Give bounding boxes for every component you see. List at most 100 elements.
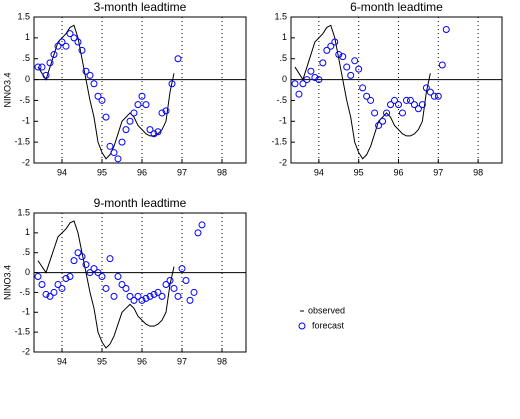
forecast-point <box>402 96 410 104</box>
y-tick-label: -1.5 <box>14 327 30 337</box>
forecast-point <box>331 38 339 46</box>
forecast-point <box>130 109 138 117</box>
forecast-point <box>118 280 126 288</box>
forecast-point <box>170 284 178 292</box>
forecast-point <box>166 277 174 285</box>
forecast-point <box>327 42 335 50</box>
forecast-point <box>70 257 78 265</box>
x-tick-label: 96 <box>393 167 403 177</box>
forecast-point <box>130 296 138 304</box>
forecast-point <box>82 261 90 269</box>
forecast-point <box>158 292 166 300</box>
plot-frame <box>33 16 247 164</box>
forecast-point <box>46 59 54 67</box>
forecast-point <box>438 61 446 69</box>
forecast-point <box>118 138 126 146</box>
forecast-point <box>138 296 146 304</box>
forecast-point <box>150 130 158 138</box>
forecast-point <box>90 80 98 88</box>
forecast-point <box>110 149 118 157</box>
forecast-point <box>307 67 315 75</box>
forecast-point <box>46 292 54 300</box>
forecast-point <box>315 76 323 84</box>
forecast-point <box>106 255 114 263</box>
forecast-point <box>410 101 418 109</box>
forecast-point <box>114 155 122 163</box>
forecast-point <box>34 63 42 71</box>
forecast-point <box>198 221 206 229</box>
forecast-point <box>54 280 62 288</box>
forecast-point <box>186 296 194 304</box>
observed-line <box>37 220 175 349</box>
forecast-point <box>426 88 434 96</box>
forecast-point <box>146 292 154 300</box>
observed-line <box>294 24 431 160</box>
forecast-point <box>126 292 134 300</box>
y-tick-label: 1.5 <box>274 11 287 21</box>
forecast-point <box>94 92 102 100</box>
forecast-point <box>42 290 50 298</box>
forecast-point <box>134 101 142 109</box>
forecast-point <box>34 273 42 281</box>
y-tick-label: .5 <box>22 247 30 257</box>
forecast-point <box>174 292 182 300</box>
forecast-point <box>319 59 327 67</box>
forecast-point <box>190 288 198 296</box>
forecast-point <box>82 67 90 75</box>
chart-title: 9-month leadtime <box>94 196 187 210</box>
forecast-point <box>291 80 299 88</box>
forecast-point <box>42 71 50 79</box>
forecast-point <box>90 265 98 273</box>
y-tick-label: 1 <box>25 32 30 42</box>
x-tick-label: 96 <box>137 356 147 366</box>
y-tick-label: .5 <box>279 53 287 63</box>
forecast-point <box>122 126 130 134</box>
forecast-point <box>50 51 58 59</box>
forecast-point <box>142 101 150 109</box>
x-tick-label: 94 <box>314 167 324 177</box>
x-tick-label: 95 <box>354 167 364 177</box>
forecast-point <box>335 51 343 59</box>
forecast-point <box>406 96 414 104</box>
x-tick-label: 94 <box>57 356 67 366</box>
forecast-point <box>158 109 166 117</box>
y-tick-label: -1.5 <box>14 137 30 147</box>
forecast-point <box>98 273 106 281</box>
forecast-point <box>434 92 442 100</box>
y-tick-label: -2 <box>22 346 30 356</box>
forecast-point <box>102 284 110 292</box>
y-axis-label: NINO3.4 <box>2 265 12 300</box>
forecast-point <box>54 42 62 50</box>
x-tick-label: 97 <box>177 356 187 366</box>
y-tick-label: 0 <box>25 267 30 277</box>
forecast-point <box>142 294 150 302</box>
chart-title: 6-month leadtime <box>350 0 443 14</box>
forecast-point <box>78 46 86 54</box>
forecast-point <box>154 288 162 296</box>
x-tick-label: 94 <box>57 167 67 177</box>
y-tick-label: -2 <box>279 157 287 167</box>
forecast-point <box>295 90 303 98</box>
y-tick-label: -.5 <box>276 95 287 105</box>
forecast-point <box>138 92 146 100</box>
forecast-point <box>303 76 311 84</box>
y-tick-label: -1 <box>22 307 30 317</box>
forecast-point <box>98 96 106 104</box>
forecast-point <box>94 269 102 277</box>
forecast-point <box>106 142 114 150</box>
forecast-point <box>194 229 202 237</box>
forecast-point <box>62 275 70 283</box>
forecast-point <box>387 101 395 109</box>
y-tick-label: -1 <box>22 116 30 126</box>
forecast-point <box>299 80 307 88</box>
forecast-point <box>355 65 363 73</box>
forecast-point <box>126 117 134 125</box>
y-tick-label: .5 <box>22 53 30 63</box>
y-tick-label: -.5 <box>19 95 30 105</box>
y-tick-label: -2 <box>22 157 30 167</box>
forecast-point <box>38 280 46 288</box>
x-tick-label: 97 <box>433 167 443 177</box>
forecast-point <box>134 292 142 300</box>
